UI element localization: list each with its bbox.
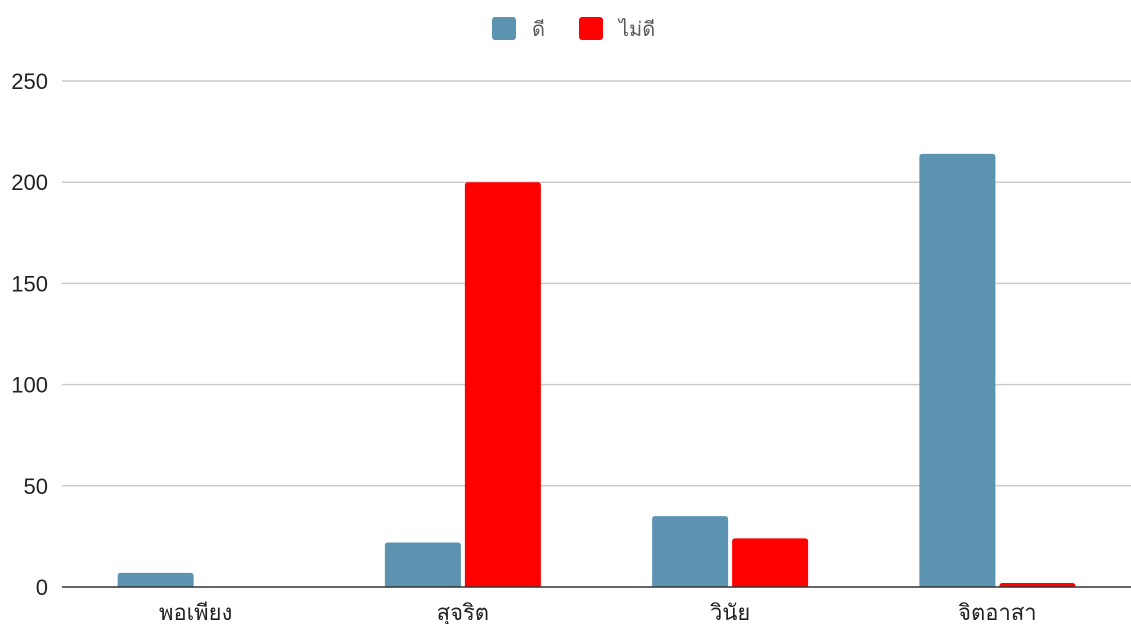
bar-bad-1: [464, 182, 541, 587]
bar-good-0: [117, 572, 194, 587]
x-axis-categories: พอเพียง สุจริต วินัย จิตอาสา: [159, 601, 1037, 624]
y-tick-label: 200: [11, 170, 48, 195]
y-tick-label: 250: [11, 69, 48, 94]
legend-swatch: [579, 17, 603, 40]
legend: ดี ไม่ดี: [492, 17, 655, 41]
legend-label: ไม่ดี: [617, 17, 655, 41]
bar-bad-2: [732, 538, 809, 587]
y-tick-label: 0: [36, 575, 48, 600]
x-category-label: พอเพียง: [159, 601, 232, 624]
x-category-label: สุจริต: [437, 601, 489, 624]
y-axis-ticks: 0 50 100 150 200 250: [11, 69, 48, 600]
legend-label: ดี: [532, 17, 545, 41]
y-tick-label: 100: [11, 373, 48, 398]
bar-good-3: [919, 153, 996, 587]
bars: [117, 153, 1076, 587]
bar-good-1: [384, 542, 461, 587]
legend-swatch: [492, 17, 516, 40]
y-tick-label: 150: [11, 271, 48, 296]
x-category-label: จิตอาสา: [958, 601, 1037, 624]
y-tick-label: 50: [24, 474, 48, 499]
bar-bad-3: [999, 582, 1076, 587]
x-category-label: วินัย: [709, 601, 750, 624]
bar-good-2: [652, 516, 729, 587]
